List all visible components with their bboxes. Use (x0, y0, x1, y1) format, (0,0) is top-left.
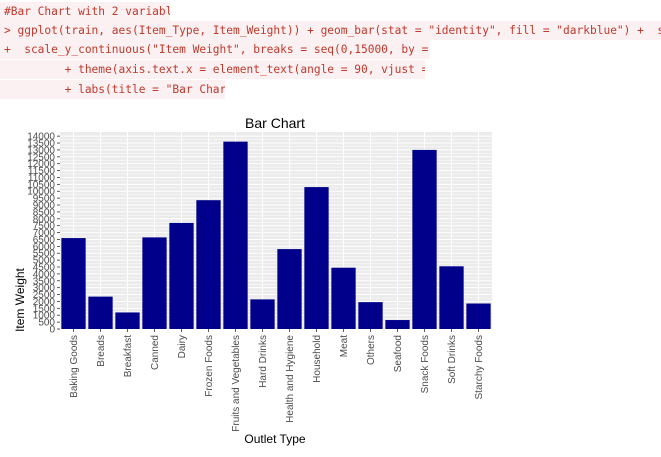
y-tick-label: 14000 (27, 132, 55, 143)
x-tick-label: Frozen Foods (204, 335, 215, 397)
x-tick-label: Canned (150, 335, 161, 370)
bar (466, 303, 491, 329)
x-tick-label: Seafood (393, 335, 404, 372)
bar (250, 299, 275, 329)
x-tick-label: Snack Foods (420, 335, 431, 393)
y-tick-label: 9500 (33, 194, 56, 205)
code-line-theme: + theme(axis.text.x = element_text(angle… (0, 60, 425, 79)
code-line-scale-y: + scale_y_continuous("Item Weight", brea… (0, 40, 430, 59)
y-tick-label: 1500 (33, 304, 56, 315)
y-tick-label: 7500 (33, 221, 56, 232)
y-tick-label: 6000 (33, 242, 56, 253)
y-tick-label: 11500 (28, 166, 56, 177)
y-tick-label: 8000 (33, 214, 56, 225)
x-tick-label: Breakfast (123, 335, 134, 377)
y-tick-label: 12500 (27, 152, 55, 163)
y-tick-label: 10000 (27, 187, 55, 198)
y-tick-label: 13000 (27, 145, 55, 156)
y-tick-label: 500 (38, 318, 55, 329)
bar (304, 187, 329, 329)
y-tick-label: 4000 (33, 269, 56, 280)
x-tick-label: Others (366, 335, 377, 365)
y-tick-label: 4500 (33, 263, 56, 274)
y-axis: 0500100015002000250030003500400045005000… (27, 132, 60, 336)
y-tick-label: 5500 (33, 249, 56, 260)
y-tick-label: 5000 (33, 256, 56, 267)
y-tick-label: 3000 (33, 283, 56, 294)
bar (331, 267, 356, 329)
y-tick-label: 6500 (33, 235, 56, 246)
y-tick-label: 11000 (28, 173, 56, 184)
chart-title: Bar Chart (245, 115, 305, 131)
bar (142, 237, 167, 329)
x-tick-label: Starchy Foods (474, 335, 485, 399)
x-axis-label: Outlet Type (244, 432, 305, 446)
y-tick-label: 7000 (33, 228, 56, 239)
bar (439, 266, 464, 329)
y-tick-label: 10500 (27, 180, 55, 191)
x-tick-label: Hard Drinks (258, 335, 269, 388)
bar-chart: Bar Chart 050010001500200025003000350040… (13, 115, 492, 446)
x-tick-label: Breads (96, 335, 107, 367)
bar (115, 312, 140, 329)
y-tick-label: 1000 (33, 311, 56, 322)
y-tick-label: 2500 (33, 290, 56, 301)
bar (61, 238, 86, 329)
bar (412, 149, 437, 329)
y-tick-label: 12000 (27, 159, 55, 170)
code-comment: #Bar Chart with 2 variables (0, 2, 170, 21)
bar (88, 296, 113, 329)
bar (196, 200, 221, 329)
x-axis: Baking Goods Breads Breakfast Canned Dairy Fr… (69, 329, 485, 432)
y-tick-label: 0 (49, 325, 55, 336)
code-line-ggplot: > ggplot(train, aes(Item_Type, Item_Weig… (0, 21, 661, 40)
x-tick-label: Health and Hygiene (285, 335, 296, 423)
x-tick-label: Baking Goods (69, 335, 80, 398)
x-tick-label: Household (312, 335, 323, 383)
bar (169, 222, 194, 329)
code-line-labs: + labs(title = "Bar Chart") (0, 80, 225, 99)
x-tick-label: Dairy (177, 335, 188, 358)
x-tick-label: Fruits and Vegetables (231, 335, 242, 432)
bar (358, 302, 383, 329)
bar (277, 249, 302, 329)
y-tick-label: 9000 (33, 201, 56, 212)
x-tick-label: Meat (339, 335, 350, 357)
y-tick-label: 13500 (27, 139, 55, 150)
y-tick-label: 8500 (33, 207, 56, 218)
bar (385, 320, 410, 329)
y-tick-label: 2000 (33, 297, 56, 308)
y-tick-label: 3500 (33, 276, 56, 287)
bars (61, 141, 491, 329)
bar (223, 141, 248, 329)
y-axis-label: Item Weight (13, 267, 27, 331)
x-tick-label: Soft Drinks (447, 335, 458, 384)
